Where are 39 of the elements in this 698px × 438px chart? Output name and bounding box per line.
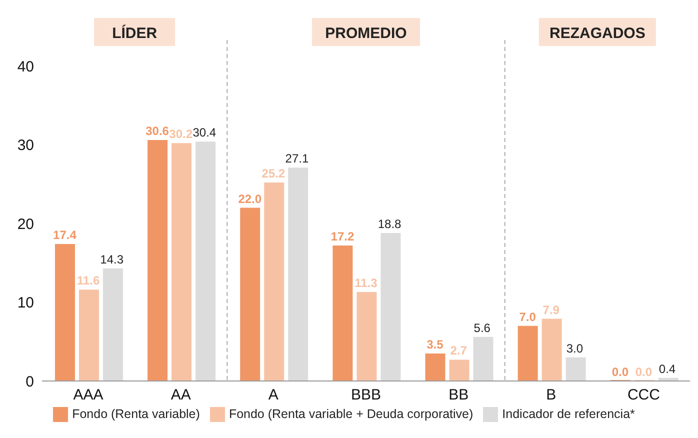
data-label: 18.8 xyxy=(378,216,402,231)
y-tick-label: 10 xyxy=(17,294,34,312)
data-label: 3.5 xyxy=(426,337,444,352)
text: PROMEDIO xyxy=(325,25,408,42)
x-tick-label: BB xyxy=(448,386,469,404)
legend-label: Fondo (Renta variable) xyxy=(72,407,200,421)
text: LÍDER xyxy=(112,24,158,42)
data-label: 25.2 xyxy=(262,166,286,181)
data-label: 11.3 xyxy=(354,276,378,290)
x-tick-label: CCC xyxy=(627,386,660,404)
y-tick-label: 20 xyxy=(17,216,34,233)
data-label: 17.4 xyxy=(53,228,77,242)
data-label: 30.4 xyxy=(192,126,216,140)
y-tick-label: 30 xyxy=(17,137,34,154)
data-label: 5.6 xyxy=(474,320,491,335)
x-tick-label: BBB xyxy=(350,386,382,404)
text: REZAGADOS xyxy=(550,25,646,42)
x-tick-label: A xyxy=(268,386,278,404)
data-label: 17.2 xyxy=(330,230,354,244)
data-label: 0.0 xyxy=(612,365,629,379)
data-label: 3.0 xyxy=(566,341,584,356)
data-label: 11.6 xyxy=(76,274,100,288)
y-tick-label: 0 xyxy=(26,373,34,390)
data-label: 0.0 xyxy=(635,365,652,379)
data-label: 2.7 xyxy=(450,344,468,358)
x-tick-label: B xyxy=(546,386,556,404)
data-label: 30.2 xyxy=(169,127,193,142)
data-label: 7.0 xyxy=(519,310,536,324)
data-label: 22.0 xyxy=(238,192,262,206)
x-tick-label: AA xyxy=(170,386,191,404)
data-label: 14.3 xyxy=(100,252,124,266)
legend-label: Indicador de referencia* xyxy=(502,407,635,421)
legend-label: Fondo (Renta variable + Deuda corporative) xyxy=(228,407,474,421)
data-label: 0.4 xyxy=(658,362,676,376)
data-label: 27.1 xyxy=(285,152,309,166)
data-label: 30.6 xyxy=(146,124,170,138)
y-tick-label: 40 xyxy=(17,58,34,76)
data-label: 7.9 xyxy=(542,302,560,317)
x-tick-label: AAA xyxy=(73,386,104,404)
